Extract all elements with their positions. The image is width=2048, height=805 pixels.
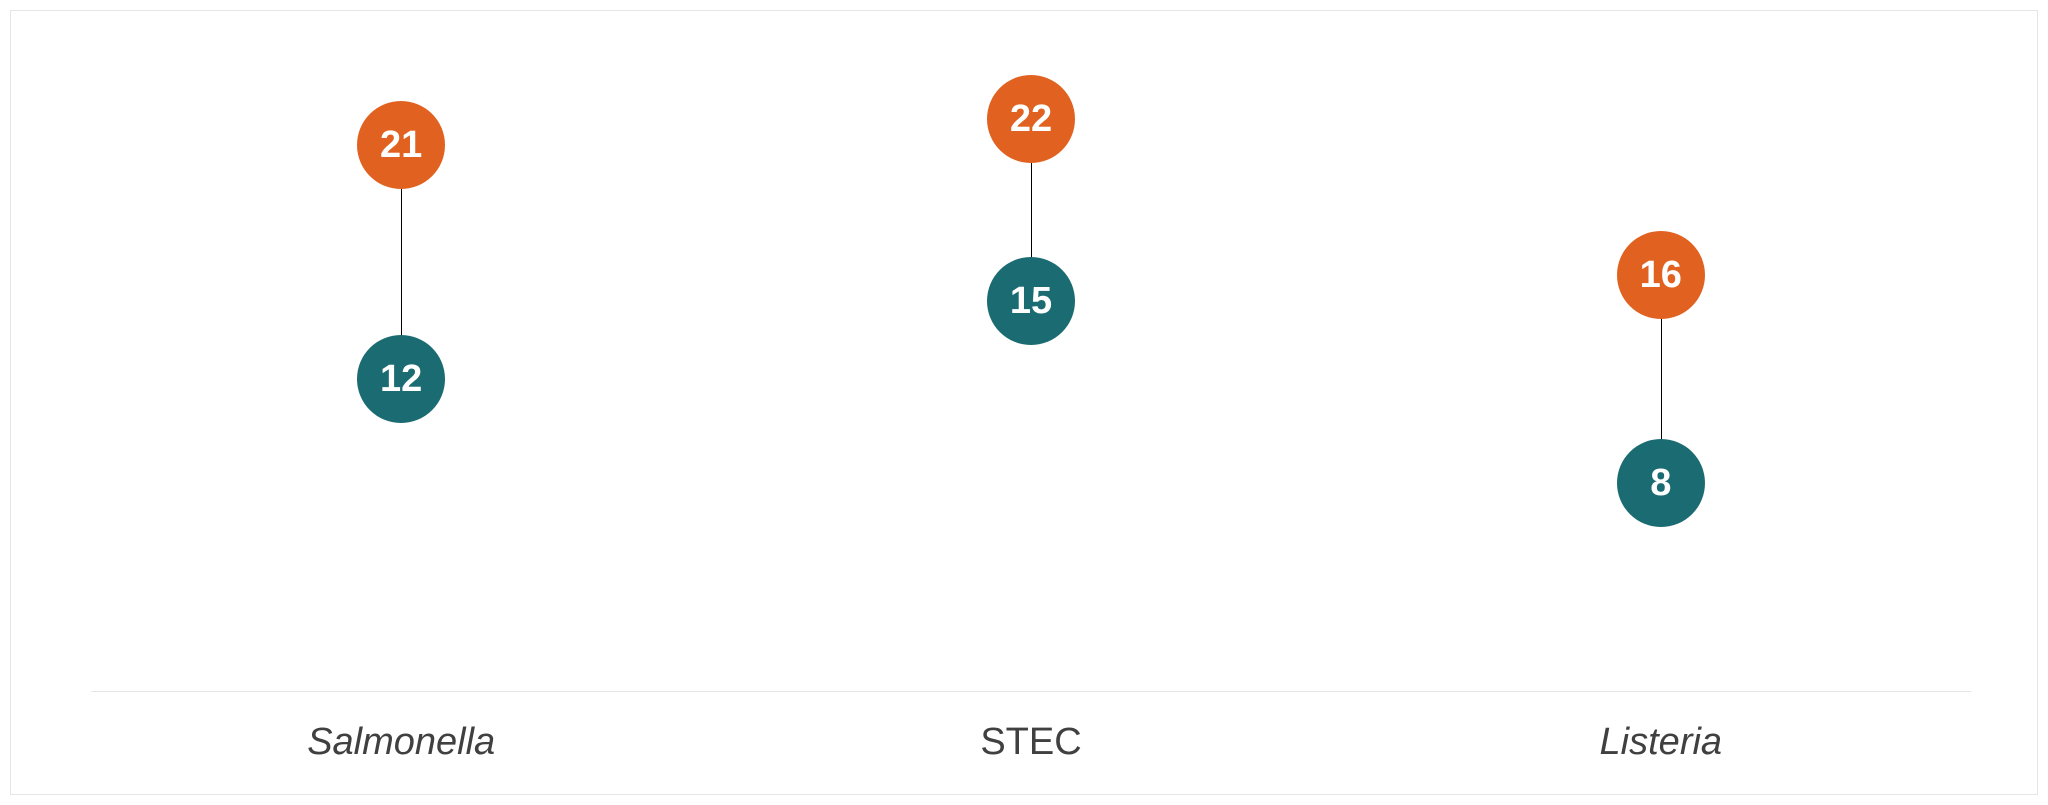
x-axis-line xyxy=(91,691,1971,692)
category-label-salmonella: Salmonella xyxy=(201,721,601,764)
category-label-listeria: Listeria xyxy=(1461,721,1861,764)
dot-high-salmonella: 21 xyxy=(357,101,445,189)
category-label-stec: STEC xyxy=(831,721,1231,764)
dot-low-stec: 15 xyxy=(987,257,1075,345)
dot-low-listeria: 8 xyxy=(1617,439,1705,527)
dot-high-listeria: 16 xyxy=(1617,231,1705,319)
plot-area: 12 21 Salmonella 15 22 STEC 8 16 Listeria xyxy=(11,11,2039,796)
dot-high-stec: 22 xyxy=(987,75,1075,163)
dot-low-salmonella: 12 xyxy=(357,335,445,423)
chart-frame: 12 21 Salmonella 15 22 STEC 8 16 Listeria xyxy=(10,10,2038,795)
